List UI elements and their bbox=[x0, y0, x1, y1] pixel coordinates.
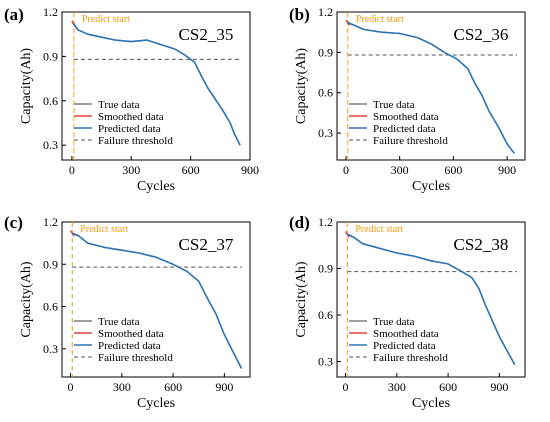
legend-label: True data bbox=[98, 316, 140, 328]
legend-label: Failure threshold bbox=[98, 135, 173, 147]
legend-label: Predicted data bbox=[98, 123, 161, 135]
y-tick-label: 1.2 bbox=[318, 215, 333, 229]
panel-title: CS2_37 bbox=[179, 235, 234, 254]
x-tick-label: 900 bbox=[241, 163, 259, 177]
legend-label: Predicted data bbox=[373, 340, 436, 352]
y-tick-label: 0.6 bbox=[43, 94, 58, 108]
x-axis-label: Cycles bbox=[412, 396, 450, 411]
x-tick-label: 0 bbox=[68, 380, 74, 394]
y-axis-label: Capacity(Ah) bbox=[294, 261, 309, 338]
x-tick-label: 300 bbox=[122, 163, 140, 177]
panel-title: CS2_35 bbox=[179, 25, 234, 44]
x-tick-label: 600 bbox=[439, 380, 457, 394]
series-predicted-data bbox=[73, 23, 241, 146]
chart-panel-3: 0 300 600 900 0.3 0.6 0.9 1.2 Cycles Capacity(Ah)… bbox=[4, 213, 251, 411]
panel-title: CS2_36 bbox=[454, 25, 509, 44]
x-tick-label: 600 bbox=[444, 163, 462, 177]
x-tick-label: 900 bbox=[490, 380, 508, 394]
legend-label: Smoothed data bbox=[98, 328, 164, 340]
series-predicted-data bbox=[347, 22, 515, 154]
y-tick-label: 0.3 bbox=[43, 138, 58, 152]
legend-label: Smoothed data bbox=[373, 111, 439, 123]
y-tick-label: 0.6 bbox=[318, 308, 333, 322]
plot-frame bbox=[61, 221, 251, 378]
y-axis-label: Capacity(Ah) bbox=[294, 48, 309, 125]
x-tick-label: 300 bbox=[391, 163, 409, 177]
panel-title: CS2_38 bbox=[454, 235, 509, 254]
x-tick-label: 900 bbox=[215, 380, 233, 394]
y-tick-label: 0.9 bbox=[43, 257, 58, 271]
x-axis-label: Cycles bbox=[412, 179, 450, 194]
y-axis-label: Capacity(Ah) bbox=[19, 261, 34, 338]
x-tick-label: 600 bbox=[182, 163, 200, 177]
panel-letter: (a) bbox=[4, 5, 24, 24]
x-tick-label: 900 bbox=[498, 163, 516, 177]
x-axis-label: Cycles bbox=[137, 179, 175, 194]
y-tick-label: 0.6 bbox=[318, 86, 333, 100]
y-axis-label: Capacity(Ah) bbox=[19, 48, 34, 125]
legend-label: True data bbox=[373, 316, 415, 328]
y-tick-label: 1.2 bbox=[43, 5, 58, 19]
x-tick-label: 300 bbox=[388, 380, 406, 394]
y-tick-label: 0.3 bbox=[318, 355, 333, 369]
legend-label: Failure threshold bbox=[373, 135, 448, 147]
series-predicted-data bbox=[346, 233, 516, 365]
legend-label: True data bbox=[98, 99, 140, 111]
legend-label: Predicted data bbox=[373, 123, 436, 135]
x-tick-label: 0 bbox=[69, 163, 75, 177]
predict-start-label: Predict start bbox=[80, 224, 128, 235]
legend-label: Failure threshold bbox=[373, 352, 448, 364]
legend-label: Smoothed data bbox=[373, 328, 439, 340]
predict-start-label: Predict start bbox=[356, 14, 404, 25]
x-tick-label: 0 bbox=[343, 380, 349, 394]
x-tick-label: 600 bbox=[164, 380, 182, 394]
y-tick-label: 0.9 bbox=[43, 49, 58, 63]
chart-panel-2: 0 300 600 900 0.3 0.6 0.9 1.2 Cycles Capacity(Ah)… bbox=[289, 5, 526, 194]
legend-label: True data bbox=[373, 99, 415, 111]
y-tick-label: 0.9 bbox=[318, 45, 333, 59]
panel-letter: (d) bbox=[289, 213, 310, 232]
panel-letter: (c) bbox=[4, 213, 23, 232]
predict-start-label: Predict start bbox=[355, 224, 403, 235]
y-tick-label: 0.3 bbox=[318, 126, 333, 140]
panel-letter: (b) bbox=[289, 5, 310, 24]
legend-label: Failure threshold bbox=[98, 352, 173, 364]
y-tick-label: 0.3 bbox=[43, 342, 58, 356]
y-tick-label: 0.9 bbox=[318, 262, 333, 276]
predict-start-label: Predict start bbox=[82, 14, 130, 25]
x-axis-label: Cycles bbox=[137, 396, 175, 411]
x-tick-label: 0 bbox=[343, 163, 349, 177]
plot-frame bbox=[336, 221, 526, 378]
y-tick-label: 1.2 bbox=[318, 5, 333, 19]
legend-label: Smoothed data bbox=[98, 111, 164, 123]
x-tick-label: 300 bbox=[113, 380, 131, 394]
chart-panel-4: 0 300 600 900 0.3 0.6 0.9 1.2 Cycles Capacity(Ah)… bbox=[289, 213, 526, 411]
chart-panel-1: 0 300 600 900 0.3 0.6 0.9 1.2 Cycles Capacity(Ah)… bbox=[4, 5, 259, 194]
series-predicted-data bbox=[71, 232, 243, 369]
plot-frame bbox=[336, 11, 526, 161]
y-tick-label: 1.2 bbox=[43, 215, 58, 229]
plot-frame bbox=[61, 11, 251, 161]
legend-label: Predicted data bbox=[98, 340, 161, 352]
y-tick-label: 0.6 bbox=[43, 300, 58, 314]
